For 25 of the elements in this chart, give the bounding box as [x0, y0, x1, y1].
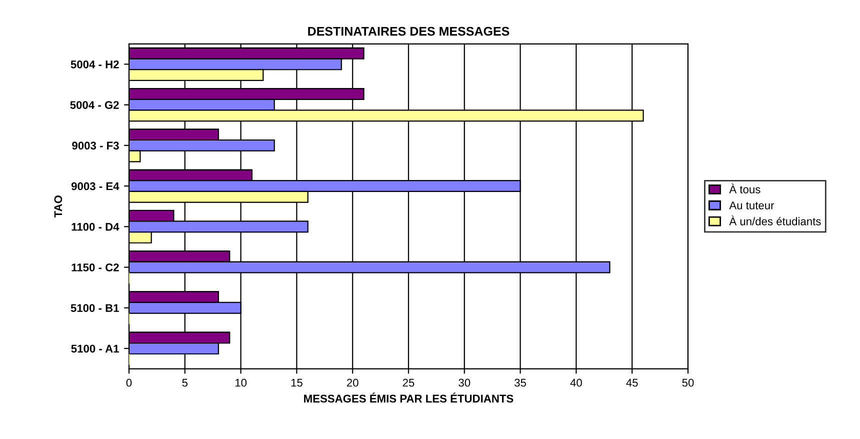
chart-title: DESTINATAIRES DES MESSAGES — [308, 26, 510, 36]
x-tick-label: 45 — [626, 378, 638, 387]
legend-label: À un/des étudiants — [729, 216, 821, 226]
x-tick-label: 25 — [402, 378, 414, 387]
x-tick-label: 35 — [514, 378, 526, 387]
x-axis-title: MESSAGES ÉMIS PAR LES ÉTUDIANTS — [304, 392, 514, 403]
x-tick-label: 15 — [291, 378, 302, 387]
x-tick-label: 50 — [682, 378, 694, 387]
x-tick-label: 30 — [458, 378, 470, 387]
y-tick-label: 5004 - G2 — [70, 101, 119, 109]
y-tick-label: 1150 - C2 — [72, 264, 119, 272]
x-tick-label: 40 — [570, 378, 582, 387]
y-tick-label: 5100 - A1 — [71, 344, 119, 353]
y-axis-title: TAO — [54, 195, 62, 218]
y-tick-label: 9003 - F3 — [72, 142, 119, 150]
y-tick-label: 5004 - H2 — [70, 60, 119, 68]
legend-label: À tous — [729, 184, 760, 194]
legend-label: Au tuteur — [729, 202, 774, 210]
x-tick-label: 5 — [182, 378, 188, 387]
y-tick-label: 9003 - E4 — [71, 182, 120, 190]
y-tick-label: 1100 - D4 — [72, 222, 120, 231]
x-tick-label: 10 — [235, 378, 247, 387]
y-tick-label: 5100 - B1 — [70, 304, 119, 312]
x-tick-label: 0 — [126, 378, 132, 387]
x-tick-label: 20 — [346, 378, 358, 387]
